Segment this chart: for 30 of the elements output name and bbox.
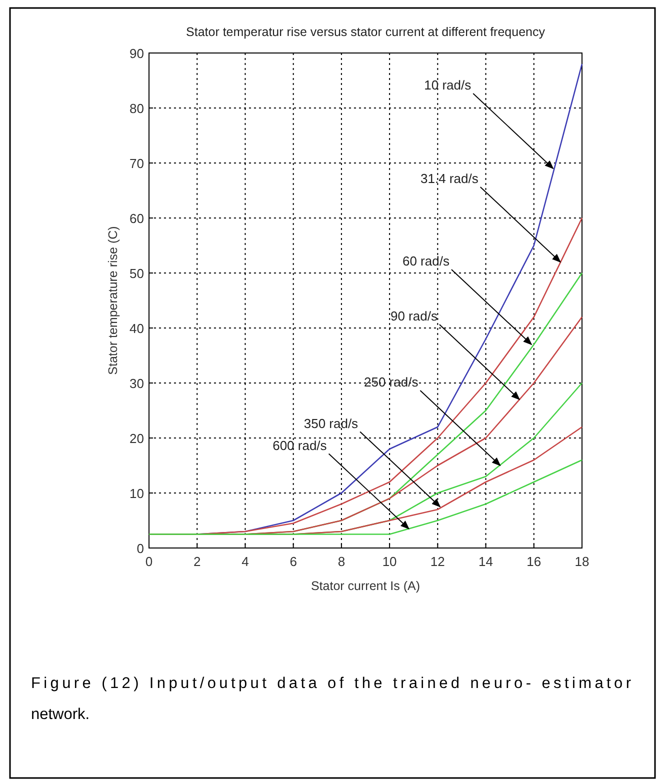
x-tick-label: 4 <box>242 554 249 569</box>
x-tick-label: 18 <box>574 554 590 569</box>
y-tick-label: 70 <box>130 156 144 171</box>
x-tick-label: 10 <box>382 554 397 569</box>
text: Figure (12) Input/output data of the trained neuro- estimator network. <box>31 675 631 723</box>
y-tick-label: 40 <box>130 321 144 336</box>
x-tick-label: 16 <box>526 554 542 569</box>
annotation: 350 rad/s <box>304 416 359 431</box>
x-tick-label: 6 <box>290 554 297 569</box>
y-tick-label: 10 <box>130 486 144 501</box>
y-tick-label: 30 <box>130 376 144 391</box>
chart-title: Stator temperatur rise versus stator current at different frequency <box>186 25 546 39</box>
x-tick-label: 12 <box>430 554 445 569</box>
y-tick-label: 50 <box>130 266 144 281</box>
annotation: 31.4 rad/s <box>420 171 479 186</box>
y-tick-label: 80 <box>130 101 144 116</box>
annotation: 90 rad/s <box>390 308 438 324</box>
x-tick-label: 14 <box>478 554 494 569</box>
x-tick-label: 8 <box>338 554 346 569</box>
y-tick-label: 90 <box>130 46 144 61</box>
annotation: 250 rad/s <box>364 374 419 390</box>
annotation: 60 rad/s <box>402 254 450 268</box>
y-tick-label: 60 <box>130 211 144 226</box>
y-axis-title: Stator temperature rise (C) <box>106 226 120 375</box>
y-tick-label: 20 <box>130 431 144 446</box>
annotation: 600 rad/s <box>272 438 328 453</box>
annotation: 10 rad/s <box>424 78 472 92</box>
x-axis-title: Stator current Is (A) <box>310 579 420 593</box>
y-tick-label: 0 <box>136 541 144 556</box>
x-tick-label: 2 <box>193 554 201 569</box>
